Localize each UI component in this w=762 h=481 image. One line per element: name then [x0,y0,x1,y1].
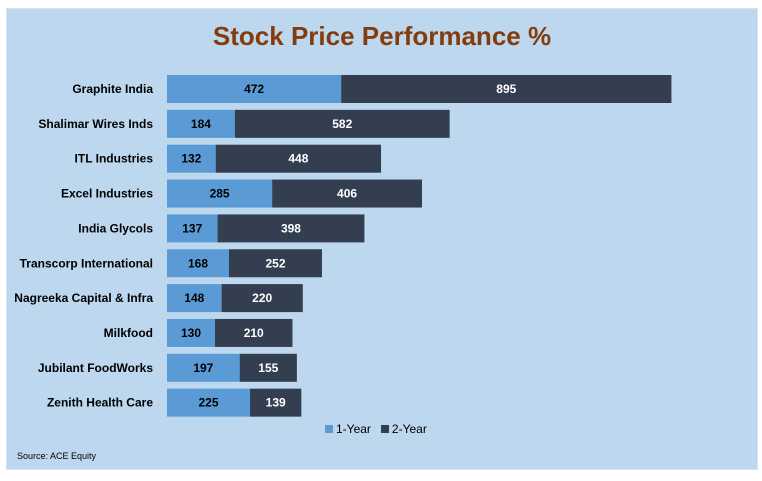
legend: 1-Year 2-Year [325,421,427,437]
chart-area: Stock Price Performance % Graphite India… [6,8,758,470]
data-label-2-year-graphite-india: 895 [496,82,516,96]
legend-swatch-2-year [380,425,389,433]
bar-2-year-milkfood [214,318,293,347]
data-label-2-year-excel-industries: 406 [337,187,357,201]
data-label-2-year-milkfood: 210 [244,326,264,340]
bar-1-year-india-glycols [167,214,218,243]
bar-1-year-graphite-india [167,75,342,103]
legend-item-1-year: 1-Year [325,422,371,436]
category-label-excel-industries: Excel Industries [61,187,153,201]
bar-chart: Graphite India 472 895 Shalimar Wires Inds 1… [14,75,672,417]
category-label-milkfood: Milkfood [104,326,153,340]
data-label-1-year-zenith-health-care: 225 [198,396,218,410]
category-label-transcorp-international: Transcorp International [20,256,153,270]
category-label-shalimar-wires-inds: Shalimar Wires Inds [38,117,153,131]
legend-swatch-1-year [325,425,333,433]
bar-1-year-transcorp-international [167,249,229,278]
legend-item-2-year: 2-Year [380,422,427,436]
bar-2-year-graphite-india [341,75,672,103]
bar-2-year-excel-industries [272,179,422,208]
data-label-1-year-jubilant-foodworks: 197 [193,361,213,375]
data-label-2-year-jubilant-foodworks: 155 [258,361,278,375]
bar-1-year-excel-industries [167,179,273,208]
data-label-2-year-itl-industries: 448 [288,152,308,166]
category-label-graphite-india: Graphite India [72,82,153,96]
data-label-2-year-shalimar-wires-inds: 582 [332,117,352,131]
bar-2-year-nagreeka-capital-infra [221,284,303,313]
category-label-india-glycols: India Glycols [78,221,153,235]
category-label-itl-industries: ITL Industries [75,152,154,166]
bar-2-year-itl-industries [215,144,382,173]
data-label-2-year-nagreeka-capital-infra: 220 [252,291,272,305]
bar-1-year-zenith-health-care [167,388,251,417]
bar-2-year-transcorp-international [228,249,322,278]
legend-label-1-year: 1-Year [336,422,371,436]
data-label-1-year-itl-industries: 132 [181,152,201,166]
data-label-1-year-milkfood: 130 [181,326,201,340]
category-label-nagreeka-capital-infra: Nagreeka Capital & Infra [14,291,153,305]
category-label-zenith-health-care: Zenith Health Care [47,396,153,410]
bar-1-year-jubilant-foodworks [167,353,240,382]
data-label-1-year-nagreeka-capital-infra: 148 [184,291,204,305]
bar-1-year-milkfood [167,318,215,347]
data-label-1-year-excel-industries: 285 [210,187,230,201]
bar-2-year-zenith-health-care [250,388,302,417]
category-label-jubilant-foodworks: Jubilant FoodWorks [38,361,153,375]
data-label-1-year-shalimar-wires-inds: 184 [191,117,211,131]
bar-1-year-nagreeka-capital-infra [167,284,222,313]
data-label-2-year-transcorp-international: 252 [265,256,285,270]
bar-2-year-jubilant-foodworks [239,353,297,382]
source-note: Source: ACE Equity [17,451,97,461]
data-label-1-year-india-glycols: 137 [182,221,202,235]
bar-1-year-shalimar-wires-inds [167,109,235,138]
bar-1-year-itl-industries [167,144,216,173]
data-label-2-year-india-glycols: 398 [281,221,301,235]
data-label-1-year-graphite-india: 472 [244,82,264,96]
chart-title: Stock Price Performance % [212,21,552,51]
bar-2-year-india-glycols [217,214,365,243]
bar-2-year-shalimar-wires-inds [234,109,450,138]
legend-label-2-year: 2-Year [391,422,427,436]
data-label-2-year-zenith-health-care: 139 [266,396,286,410]
data-label-1-year-transcorp-international: 168 [188,256,208,270]
